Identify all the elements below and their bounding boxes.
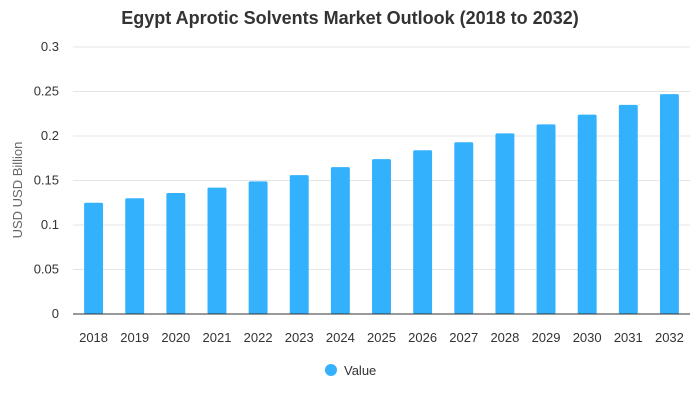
y-axis-label: USD USD Billion bbox=[10, 142, 25, 239]
y-tick-label: 0.25 bbox=[34, 84, 59, 99]
bar-2031[interactable] bbox=[618, 104, 638, 314]
y-tick-label: 0.2 bbox=[41, 128, 59, 143]
x-tick-label: 2022 bbox=[244, 330, 273, 345]
x-tick-label: 2018 bbox=[79, 330, 108, 345]
legend-marker bbox=[325, 364, 337, 376]
bar-2026[interactable] bbox=[413, 150, 433, 314]
bar-2027[interactable] bbox=[454, 142, 474, 314]
x-tick-label: 2031 bbox=[614, 330, 643, 345]
bar-2020[interactable] bbox=[166, 192, 186, 314]
x-tick-label: 2020 bbox=[161, 330, 190, 345]
bar-2023[interactable] bbox=[289, 175, 309, 314]
y-tick-label: 0.1 bbox=[41, 217, 59, 232]
x-tick-labels: 2018 2019 2020 2021 2022 2023 2024 2025 2026 2027… bbox=[79, 330, 684, 345]
x-tick-label: 2029 bbox=[532, 330, 561, 345]
bars bbox=[84, 94, 679, 315]
bar-2032[interactable] bbox=[659, 94, 679, 314]
bar-2021[interactable] bbox=[207, 187, 227, 314]
bar-2019[interactable] bbox=[125, 198, 145, 314]
bar-2018[interactable] bbox=[84, 202, 104, 314]
x-tick-label: 2026 bbox=[408, 330, 437, 345]
y-tick-label: 0.15 bbox=[34, 173, 59, 188]
x-tick-label: 2032 bbox=[655, 330, 684, 345]
x-tick-label: 2019 bbox=[120, 330, 149, 345]
x-tick-label: 2021 bbox=[203, 330, 232, 345]
legend-label: Value bbox=[344, 363, 376, 378]
x-tick-label: 2024 bbox=[326, 330, 355, 345]
y-tick-label: 0.3 bbox=[41, 39, 59, 54]
bar-2029[interactable] bbox=[536, 124, 556, 315]
y-tick-label: 0.05 bbox=[34, 262, 59, 277]
bar-2022[interactable] bbox=[248, 181, 268, 314]
bar-2025[interactable] bbox=[372, 159, 391, 314]
y-tick-label: 0 bbox=[52, 306, 59, 321]
y-tick-labels: 0 0.05 0.1 0.15 0.2 0.25 0.3 bbox=[34, 39, 59, 321]
x-tick-label: 2023 bbox=[285, 330, 314, 345]
bar-2024[interactable] bbox=[330, 167, 350, 314]
bar-2028[interactable] bbox=[495, 133, 515, 314]
bar-2030[interactable] bbox=[577, 114, 597, 314]
x-tick-label: 2027 bbox=[449, 330, 478, 345]
x-tick-label: 2028 bbox=[490, 330, 519, 345]
x-tick-label: 2030 bbox=[573, 330, 602, 345]
legend[interactable]: Value bbox=[325, 363, 376, 378]
chart-title: Egypt Aprotic Solvents Market Outlook (2… bbox=[121, 8, 579, 28]
x-tick-label: 2025 bbox=[367, 330, 396, 345]
